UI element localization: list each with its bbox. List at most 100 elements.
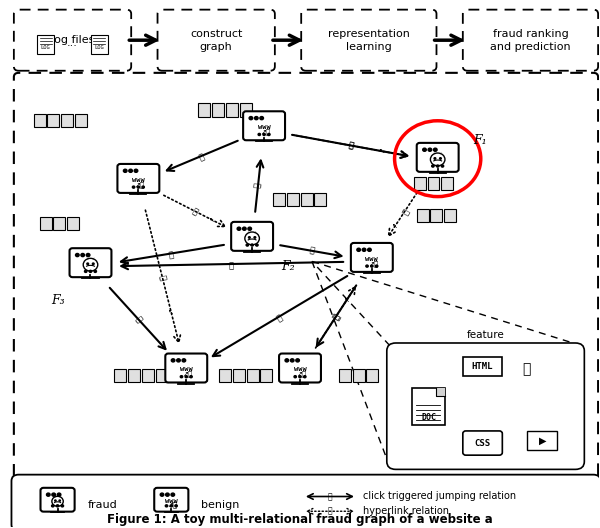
FancyBboxPatch shape <box>231 222 273 251</box>
Polygon shape <box>254 231 256 233</box>
Text: HTML: HTML <box>472 362 493 371</box>
Circle shape <box>294 375 296 378</box>
Circle shape <box>249 117 253 120</box>
Text: ▶: ▶ <box>539 436 546 446</box>
Text: ⛓: ⛓ <box>331 312 341 321</box>
Circle shape <box>83 258 98 271</box>
Circle shape <box>86 253 90 257</box>
Circle shape <box>52 493 55 496</box>
Text: ↗🛒: ↗🛒 <box>261 128 271 135</box>
Text: ↖: ↖ <box>344 297 350 303</box>
Text: ↗🛒: ↗🛒 <box>183 371 193 377</box>
Circle shape <box>268 134 270 136</box>
Circle shape <box>190 375 192 378</box>
FancyBboxPatch shape <box>118 164 160 193</box>
Circle shape <box>433 148 437 152</box>
FancyBboxPatch shape <box>417 143 458 172</box>
Text: www: www <box>258 124 271 130</box>
Circle shape <box>57 493 61 496</box>
Text: ⛓: ⛓ <box>253 182 263 188</box>
Polygon shape <box>92 257 94 259</box>
Text: ↗🛒: ↗🛒 <box>297 371 307 377</box>
Text: CSS: CSS <box>475 439 491 448</box>
Text: ⛓: ⛓ <box>328 492 332 501</box>
Circle shape <box>94 270 97 272</box>
Text: Figure 1: A toy multi-relational fraud graph of a website a: Figure 1: A toy multi-relational fraud g… <box>107 513 493 526</box>
Circle shape <box>46 493 50 496</box>
Circle shape <box>357 248 361 251</box>
Text: ⛓: ⛓ <box>191 206 200 216</box>
Circle shape <box>134 169 138 172</box>
Circle shape <box>160 493 164 496</box>
Polygon shape <box>248 231 250 233</box>
Circle shape <box>263 134 265 136</box>
Text: LOG: LOG <box>41 45 50 50</box>
FancyBboxPatch shape <box>387 343 584 469</box>
Bar <box>239 103 251 117</box>
Text: ...: ... <box>67 38 78 48</box>
Bar <box>198 103 210 117</box>
Bar <box>233 369 245 382</box>
Text: representation
learning: representation learning <box>328 29 410 52</box>
Bar <box>287 193 299 206</box>
Circle shape <box>87 263 89 265</box>
Circle shape <box>304 375 306 378</box>
Text: LOG: LOG <box>95 45 104 50</box>
Circle shape <box>246 244 248 246</box>
Bar <box>428 177 439 190</box>
Circle shape <box>176 359 180 362</box>
Circle shape <box>85 270 87 272</box>
Text: F₃: F₃ <box>51 295 64 307</box>
Polygon shape <box>436 388 445 395</box>
Text: fraud: fraud <box>88 501 117 511</box>
Circle shape <box>89 270 92 272</box>
Circle shape <box>251 244 253 246</box>
Circle shape <box>171 359 175 362</box>
Circle shape <box>56 505 59 507</box>
Text: www: www <box>365 256 378 261</box>
Text: www: www <box>165 497 178 504</box>
Polygon shape <box>440 152 442 154</box>
Circle shape <box>175 505 177 507</box>
Text: ⛓: ⛓ <box>197 151 205 161</box>
Circle shape <box>133 186 135 188</box>
Text: ↗🛒: ↗🛒 <box>135 181 145 187</box>
Circle shape <box>423 148 427 152</box>
Circle shape <box>170 505 172 507</box>
Bar <box>226 103 238 117</box>
Circle shape <box>254 237 256 238</box>
FancyBboxPatch shape <box>243 111 285 140</box>
Bar <box>142 369 154 382</box>
Circle shape <box>59 500 61 501</box>
Bar <box>115 369 127 382</box>
Text: benign: benign <box>201 501 239 511</box>
Circle shape <box>436 165 439 167</box>
Bar <box>353 369 365 382</box>
Bar <box>260 369 272 382</box>
Text: F₂: F₂ <box>281 260 295 273</box>
Polygon shape <box>59 495 61 497</box>
Text: ↖: ↖ <box>168 309 174 315</box>
Circle shape <box>237 227 241 230</box>
Text: www: www <box>180 366 193 372</box>
Circle shape <box>166 493 169 496</box>
Circle shape <box>254 117 258 120</box>
FancyBboxPatch shape <box>14 73 598 482</box>
Circle shape <box>431 165 434 167</box>
Text: DOC: DOC <box>421 413 436 422</box>
Text: ⛓: ⛓ <box>331 312 341 321</box>
Circle shape <box>296 359 299 362</box>
Circle shape <box>185 375 187 378</box>
Text: ⛓: ⛓ <box>168 249 175 258</box>
Circle shape <box>299 375 301 378</box>
Bar <box>61 114 73 127</box>
Bar <box>273 193 285 206</box>
Circle shape <box>129 169 133 172</box>
FancyBboxPatch shape <box>279 354 321 382</box>
Text: ↖: ↖ <box>209 217 215 223</box>
FancyBboxPatch shape <box>14 10 131 71</box>
Bar <box>301 193 313 206</box>
Circle shape <box>81 253 85 257</box>
Bar <box>367 369 379 382</box>
Bar <box>156 369 168 382</box>
